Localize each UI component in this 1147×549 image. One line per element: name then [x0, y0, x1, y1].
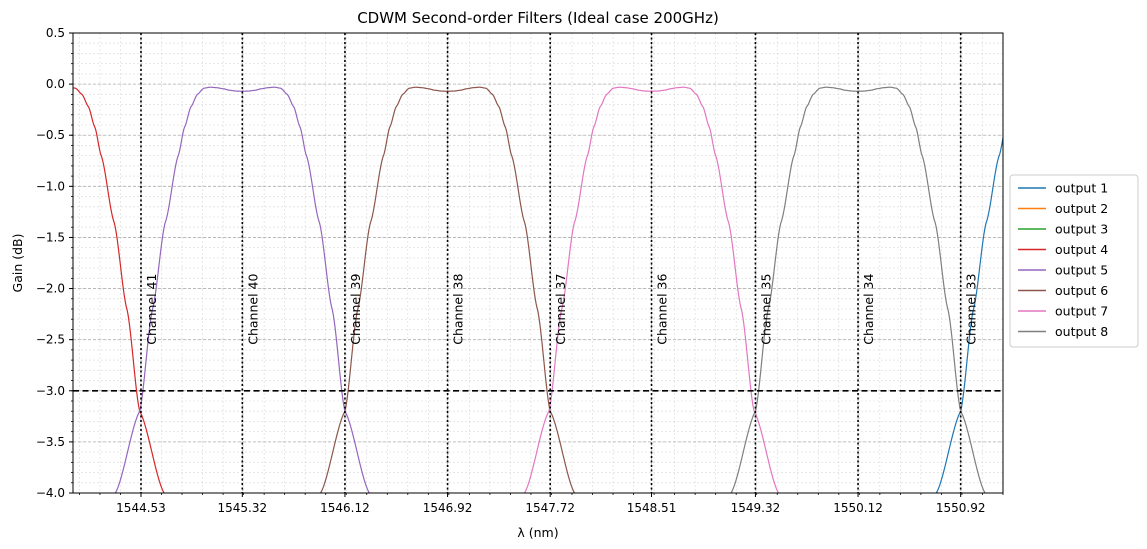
- channel-label: Channel 40: [245, 274, 260, 345]
- channel-label: Channel 39: [348, 274, 363, 345]
- y-tick-label: −1.5: [36, 230, 65, 244]
- legend-box: [1009, 174, 1139, 348]
- channel-label: Channel 34: [861, 274, 876, 345]
- legend-label-7: output 7: [1055, 304, 1108, 319]
- x-tick-label: 1544.53: [116, 501, 166, 515]
- plot-lines: [73, 86, 1003, 493]
- y-tick-label: 0.5: [46, 26, 65, 40]
- y-tick-label: −3.0: [36, 384, 65, 398]
- legend-label-5: output 5: [1055, 263, 1108, 278]
- y-axis-label: Gain (dB): [10, 234, 25, 293]
- plot-area-frame: [72, 32, 1004, 494]
- y-tick-label: −1.0: [36, 179, 65, 193]
- y-tick-label: −3.5: [36, 435, 65, 449]
- y-tick-label: −4.0: [36, 486, 65, 500]
- legend-label-4: output 4: [1055, 242, 1108, 257]
- x-tick-label: 1546.92: [423, 501, 473, 515]
- legend-label-1: output 1: [1055, 181, 1108, 196]
- axis-ticks: 1544.53 1545.32 1546.12 1546.92 1547.72 1548.…: [36, 26, 1004, 515]
- x-tick-label: 1550.12: [833, 501, 883, 515]
- channel-label: Channel 38: [451, 274, 466, 345]
- x-axis-label: λ (nm): [517, 525, 558, 540]
- legend-label-3: output 3: [1055, 222, 1108, 237]
- x-tick-label: 1548.51: [627, 501, 677, 515]
- series-line-6: [319, 86, 576, 493]
- grid: [73, 32, 1004, 494]
- y-tick-label: −0.5: [36, 128, 65, 142]
- channel-label: Channel 35: [758, 274, 773, 345]
- legend: output 1 output 2 output 3 output 4 output 5…: [1009, 174, 1139, 348]
- x-tick-label: 1546.12: [320, 501, 370, 515]
- series-line-1: [935, 137, 1003, 493]
- x-tick-label: 1545.32: [218, 501, 268, 515]
- channel-label: Channel 41: [144, 274, 159, 345]
- series-line-4: [73, 87, 165, 493]
- x-tick-label: 1547.72: [525, 501, 575, 515]
- x-tick-label: 1549.32: [731, 501, 781, 515]
- series-line-5: [114, 86, 370, 493]
- legend-label-8: output 8: [1055, 324, 1108, 339]
- y-tick-label: 0.0: [46, 77, 65, 91]
- series-line-7: [523, 86, 780, 493]
- legend-label-2: output 2: [1055, 201, 1108, 216]
- y-tick-label: −2.0: [36, 282, 65, 296]
- y-tick-label: −2.5: [36, 333, 65, 347]
- chart-title: CDWM Second-order Filters (Ideal case 20…: [357, 9, 719, 27]
- channel-label: Channel 37: [553, 274, 568, 345]
- channel-label: Channel 36: [655, 274, 670, 345]
- x-tick-label: 1550.92: [936, 501, 986, 515]
- channel-label: Channel 33: [964, 274, 979, 345]
- channel-markers: Channel 41 Channel 40 Channel 39 Channel 38…: [73, 33, 1003, 493]
- legend-label-6: output 6: [1055, 283, 1108, 298]
- series-line-8: [730, 86, 986, 493]
